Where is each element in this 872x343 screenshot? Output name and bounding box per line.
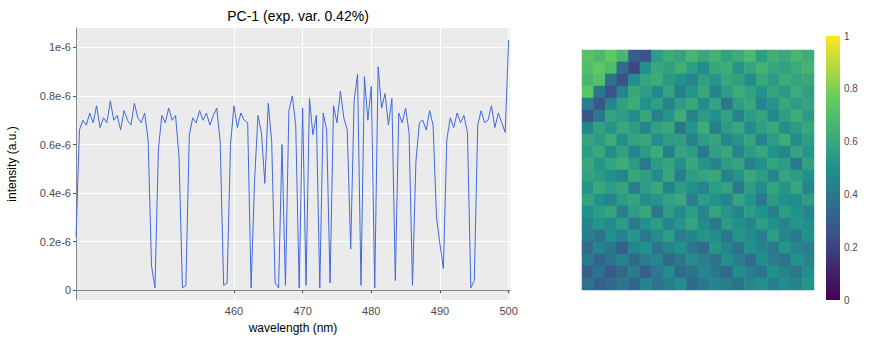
svg-text:0: 0 [844,295,850,306]
svg-text:480: 480 [362,305,380,317]
svg-text:0.6e-6: 0.6e-6 [40,139,71,151]
svg-text:1: 1 [844,31,850,42]
svg-text:1e-6: 1e-6 [49,41,71,53]
svg-text:0.8e-6: 0.8e-6 [40,90,71,102]
svg-text:470: 470 [293,305,311,317]
svg-text:0.4: 0.4 [844,189,858,200]
svg-text:0.2: 0.2 [844,242,858,253]
svg-text:0.4e-6: 0.4e-6 [40,187,71,199]
svg-text:0.2e-6: 0.2e-6 [40,236,71,248]
svg-text:460: 460 [225,305,243,317]
svg-text:490: 490 [431,305,449,317]
svg-text:wavelength (nm): wavelength (nm) [248,321,338,335]
svg-text:intensity (a.u.): intensity (a.u.) [5,126,19,201]
svg-text:0: 0 [65,284,71,296]
svg-text:PC-1 (exp. var. 0.42%): PC-1 (exp. var. 0.42%) [227,8,369,24]
svg-text:0.8: 0.8 [844,83,858,94]
svg-text:500: 500 [499,305,517,317]
svg-text:0.6: 0.6 [844,136,858,147]
